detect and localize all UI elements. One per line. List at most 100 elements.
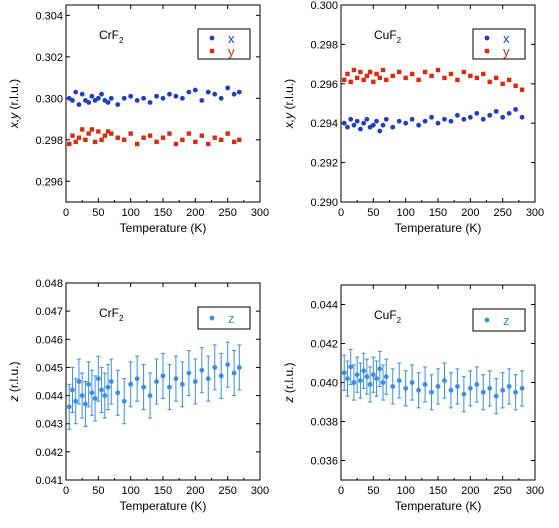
data-point <box>422 382 428 387</box>
legend-label: y <box>503 44 510 59</box>
data-point <box>99 137 104 142</box>
y-tick-label: 0.042 <box>310 339 338 351</box>
legend-label: z <box>503 313 510 328</box>
data-point <box>494 75 499 81</box>
data-point <box>231 370 237 376</box>
data-point <box>205 89 211 95</box>
data-point <box>86 100 92 105</box>
data-point <box>403 75 408 81</box>
chart-panel-3: 0 50 100 150 200 250 300 0.041 0.042 0.043 0.044 0.… <box>7 278 269 513</box>
data-point <box>86 381 92 387</box>
x-tick-label: 100 <box>396 485 414 497</box>
data-point <box>231 91 237 97</box>
data-point <box>361 77 366 83</box>
y-tick-label: 0.041 <box>35 475 63 487</box>
data-point <box>448 387 454 393</box>
data-point <box>468 73 473 79</box>
data-point <box>109 131 114 136</box>
data-point <box>108 379 114 384</box>
data-point <box>487 79 492 85</box>
data-point <box>367 382 373 387</box>
data-point <box>218 373 224 379</box>
data-point <box>506 384 512 389</box>
data-point <box>73 398 79 404</box>
data-point <box>193 139 198 145</box>
data-point <box>121 398 127 404</box>
data-point <box>192 379 198 384</box>
data-point <box>403 385 409 391</box>
panel-title: CrF2 <box>99 28 124 45</box>
x-tick-label: 0 <box>338 207 344 219</box>
data-point <box>231 139 237 145</box>
data-point <box>205 376 211 382</box>
x-tick-label: 0 <box>63 207 69 219</box>
data-point <box>180 95 185 101</box>
data-point <box>422 69 428 75</box>
data-point <box>481 71 486 77</box>
y-tick-label: 0.040 <box>310 378 338 390</box>
data-point <box>448 118 454 124</box>
data-point <box>390 73 395 79</box>
data-point <box>474 75 479 81</box>
x-tick-label: 250 <box>218 207 236 219</box>
legend-box <box>472 308 526 332</box>
x-tick-label: 300 <box>526 485 544 497</box>
data-point <box>435 384 441 389</box>
data-point <box>351 380 357 385</box>
data-point <box>390 124 396 130</box>
y-axis-label: x,y (r.l.u.) <box>7 79 21 129</box>
series-y <box>67 127 242 147</box>
y-tick-label: 0.042 <box>35 447 63 459</box>
data-point <box>422 118 428 124</box>
data-point <box>380 67 386 73</box>
y-tick-label: 0.290 <box>310 197 338 209</box>
x-axis-label: Temperature (K) <box>395 221 482 235</box>
y-tick-label: 0.298 <box>310 39 338 51</box>
data-point <box>429 73 434 79</box>
data-point <box>416 77 421 83</box>
x-tick-label: 100 <box>396 207 414 219</box>
data-point <box>79 91 85 97</box>
y-tick-label: 0.296 <box>35 176 63 188</box>
data-point <box>358 69 363 75</box>
series-z <box>66 341 242 430</box>
legend-label: z <box>228 311 235 326</box>
data-point <box>95 95 101 101</box>
data-point <box>416 387 421 393</box>
x-tick-label: 100 <box>121 485 139 497</box>
data-point <box>364 116 370 122</box>
data-point <box>115 102 121 107</box>
data-point <box>354 372 360 378</box>
y-tick-label: 0.036 <box>310 456 338 468</box>
data-point <box>237 137 242 142</box>
data-point <box>513 83 518 88</box>
data-point <box>506 110 512 116</box>
y-tick-label: 0.043 <box>35 419 63 431</box>
data-point <box>173 141 179 147</box>
data-point <box>186 131 192 136</box>
data-point <box>141 384 147 390</box>
y-tick-label: 0.292 <box>310 158 338 170</box>
data-point <box>377 366 383 372</box>
data-point <box>122 137 127 142</box>
data-point <box>435 120 441 126</box>
data-point <box>519 87 525 92</box>
series-y <box>342 67 525 92</box>
data-point <box>361 368 367 374</box>
data-point <box>442 75 447 81</box>
data-point <box>134 376 140 382</box>
data-point <box>115 390 121 396</box>
data-point <box>102 133 107 138</box>
data-point <box>67 141 72 147</box>
data-point <box>384 77 389 83</box>
data-point <box>225 131 230 136</box>
y-axis-label: z (r.l.u.) <box>282 362 296 403</box>
legend-label: x <box>228 31 235 46</box>
data-point <box>416 122 421 128</box>
data-point <box>519 385 525 391</box>
data-point <box>225 85 231 91</box>
data-point <box>370 122 376 128</box>
data-point <box>212 365 218 370</box>
data-point <box>380 122 386 128</box>
data-point <box>377 128 383 134</box>
